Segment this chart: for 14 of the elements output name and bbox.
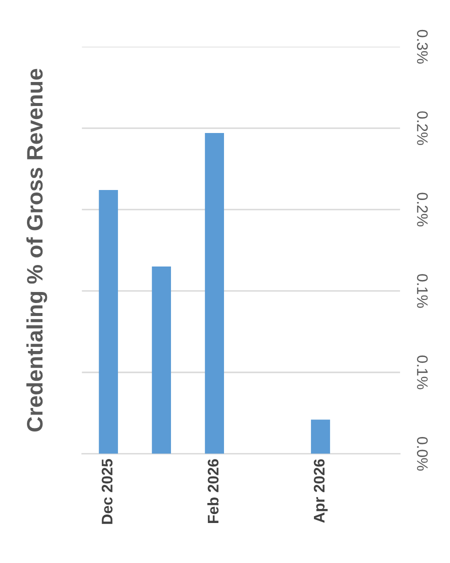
y-axis-title: Credentialing % of Gross Revenue <box>26 68 48 432</box>
y-tick-label: 0.2% <box>416 192 428 226</box>
bar <box>310 420 330 454</box>
bar <box>152 266 171 454</box>
y-tick-label: 0.0% <box>416 436 428 471</box>
x-tick-label: Feb 2026 <box>207 459 219 524</box>
y-tick-label: 0.1% <box>416 356 428 390</box>
bar <box>204 133 224 454</box>
y-tick-label: 0.2% <box>416 111 428 146</box>
y-tick-label: 0.1% <box>416 274 428 308</box>
x-tick-label: Dec 2025 <box>102 459 113 524</box>
bar <box>98 190 118 454</box>
x-tick-label: Apr 2026 <box>314 459 328 523</box>
y-tick-label: 0.3% <box>416 30 428 64</box>
